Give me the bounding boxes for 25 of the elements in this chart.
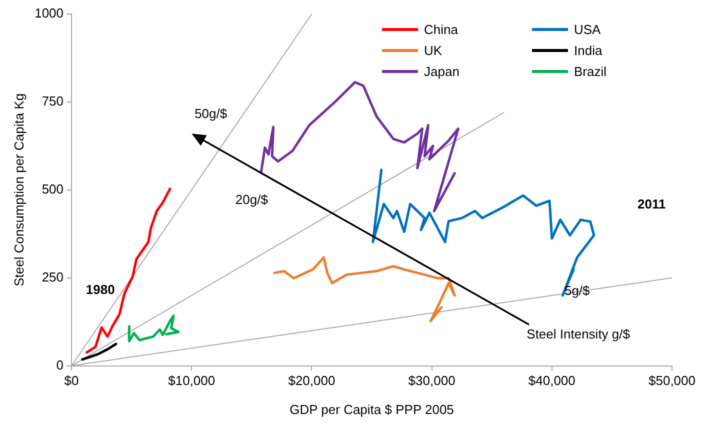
legend-label: USA (574, 22, 601, 37)
annotation: 50g/$ (194, 106, 228, 121)
legend-label: Brazil (574, 64, 607, 79)
annotation: 5g/$ (564, 283, 591, 298)
annotation: Steel Intensity g/$ (526, 326, 631, 342)
y-tick-label: 500 (42, 181, 64, 196)
legend-label: UK (424, 43, 442, 58)
y-tick-label: 1000 (34, 6, 64, 21)
legend-label: Japan (424, 64, 460, 79)
x-tick-label: $40,000 (528, 373, 576, 388)
x-tick-label: $30,000 (408, 373, 456, 388)
x-tick-label: $10,000 (168, 373, 216, 388)
x-tick-label: $0 (64, 373, 79, 388)
y-tick-label: 250 (42, 269, 64, 284)
y-axis-title: Steel Consumption per Capita Kg (11, 93, 26, 286)
annotation: 2011 (637, 196, 666, 212)
legend-label: China (424, 22, 458, 37)
x-tick-label: $50,000 (648, 373, 696, 388)
legend-label: India (574, 43, 602, 58)
annotation: 1980 (86, 282, 115, 298)
x-tick-label: $20,000 (288, 373, 336, 388)
x-axis-title: GDP per Capita $ PPP 2005 (290, 402, 454, 417)
y-tick-label: 750 (42, 94, 64, 109)
y-tick-label: 0 (56, 357, 64, 372)
annotation: 20g/$ (235, 192, 269, 208)
